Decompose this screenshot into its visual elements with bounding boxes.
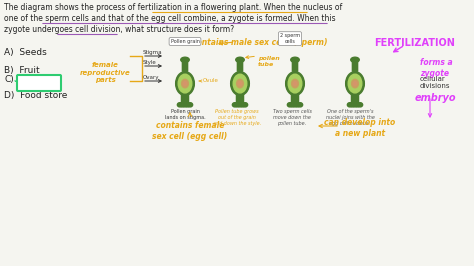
Text: female
reproductive
parts: female reproductive parts (80, 62, 130, 83)
Text: ✓: ✓ (13, 75, 21, 85)
Ellipse shape (188, 103, 192, 107)
Text: Ovule: Ovule (203, 78, 219, 84)
Ellipse shape (182, 79, 188, 88)
Ellipse shape (243, 103, 247, 107)
Text: The diagram shows the process of fertilization in a flowering plant. When the nu: The diagram shows the process of fertili… (4, 3, 342, 12)
Text: pollen
tube: pollen tube (258, 56, 280, 67)
Text: FERTILIZATION: FERTILIZATION (374, 38, 456, 48)
FancyBboxPatch shape (292, 62, 298, 71)
Text: Ovary: Ovary (143, 75, 159, 80)
Ellipse shape (347, 103, 353, 107)
Ellipse shape (177, 103, 182, 107)
FancyBboxPatch shape (17, 75, 61, 91)
Ellipse shape (295, 103, 300, 107)
Ellipse shape (232, 103, 237, 107)
Ellipse shape (185, 103, 190, 107)
Text: B)  Fruit: B) Fruit (4, 66, 40, 75)
Ellipse shape (178, 74, 192, 93)
Ellipse shape (237, 103, 243, 107)
Ellipse shape (355, 103, 360, 107)
Text: One of the sperm's
nuclei joins with the
egg cell nucleus.: One of the sperm's nuclei joins with the… (326, 109, 374, 126)
Text: 2 sperm
cells: 2 sperm cells (280, 33, 300, 44)
Text: Pollen grain: Pollen grain (171, 39, 200, 44)
Ellipse shape (237, 79, 244, 88)
Ellipse shape (348, 74, 362, 93)
Ellipse shape (353, 103, 357, 107)
FancyBboxPatch shape (237, 82, 244, 103)
Ellipse shape (182, 103, 188, 107)
Text: embryo: embryo (415, 93, 456, 103)
Ellipse shape (353, 81, 357, 86)
Text: Two sperm cells
move down the
pollen tube.: Two sperm cells move down the pollen tub… (273, 109, 311, 126)
Text: one of the sperm cells and that of the egg cell combine, a zygote is formed. Whe: one of the sperm cells and that of the e… (4, 14, 336, 23)
Ellipse shape (181, 57, 189, 62)
Text: can develop into
a new plant: can develop into a new plant (324, 118, 396, 138)
Ellipse shape (352, 79, 358, 88)
Text: C): C) (4, 75, 14, 84)
Ellipse shape (288, 74, 302, 93)
Ellipse shape (236, 57, 244, 62)
Ellipse shape (231, 72, 249, 95)
Ellipse shape (238, 81, 242, 86)
FancyBboxPatch shape (351, 82, 358, 103)
Ellipse shape (298, 103, 303, 107)
FancyBboxPatch shape (352, 62, 357, 71)
Ellipse shape (293, 81, 297, 86)
FancyBboxPatch shape (182, 82, 189, 103)
Ellipse shape (290, 103, 295, 107)
Text: Pollen tube grows
out of the grain
and down the style.: Pollen tube grows out of the grain and d… (213, 109, 261, 126)
Ellipse shape (292, 79, 299, 88)
Text: contains female
sex cell (egg cell): contains female sex cell (egg cell) (152, 121, 228, 141)
Ellipse shape (235, 103, 240, 107)
Text: Stigma: Stigma (143, 50, 163, 55)
Text: cellular
divisions: cellular divisions (420, 76, 450, 89)
Ellipse shape (351, 57, 359, 62)
Text: forms a
zygote: forms a zygote (420, 58, 453, 78)
Ellipse shape (180, 103, 185, 107)
FancyBboxPatch shape (237, 62, 243, 71)
Ellipse shape (350, 103, 355, 107)
Ellipse shape (346, 72, 365, 95)
Text: A)  Seeds: A) Seeds (4, 48, 47, 57)
Ellipse shape (292, 103, 298, 107)
FancyBboxPatch shape (182, 62, 188, 71)
Text: zygote undergoes cell division, what structure does it form?: zygote undergoes cell division, what str… (4, 25, 234, 34)
Text: Pollen grain
lands on stigma.: Pollen grain lands on stigma. (164, 109, 205, 120)
FancyBboxPatch shape (292, 82, 299, 103)
Text: Embryo: Embryo (20, 75, 58, 84)
Ellipse shape (291, 57, 299, 62)
Ellipse shape (183, 81, 187, 86)
Ellipse shape (287, 103, 292, 107)
Text: Style: Style (143, 60, 157, 65)
Text: contains male sex cells (sperm): contains male sex cells (sperm) (192, 38, 328, 47)
Ellipse shape (240, 103, 245, 107)
Text: D)  Food store: D) Food store (4, 91, 67, 100)
Ellipse shape (286, 72, 304, 95)
Ellipse shape (176, 72, 194, 95)
Ellipse shape (233, 74, 247, 93)
Ellipse shape (357, 103, 363, 107)
